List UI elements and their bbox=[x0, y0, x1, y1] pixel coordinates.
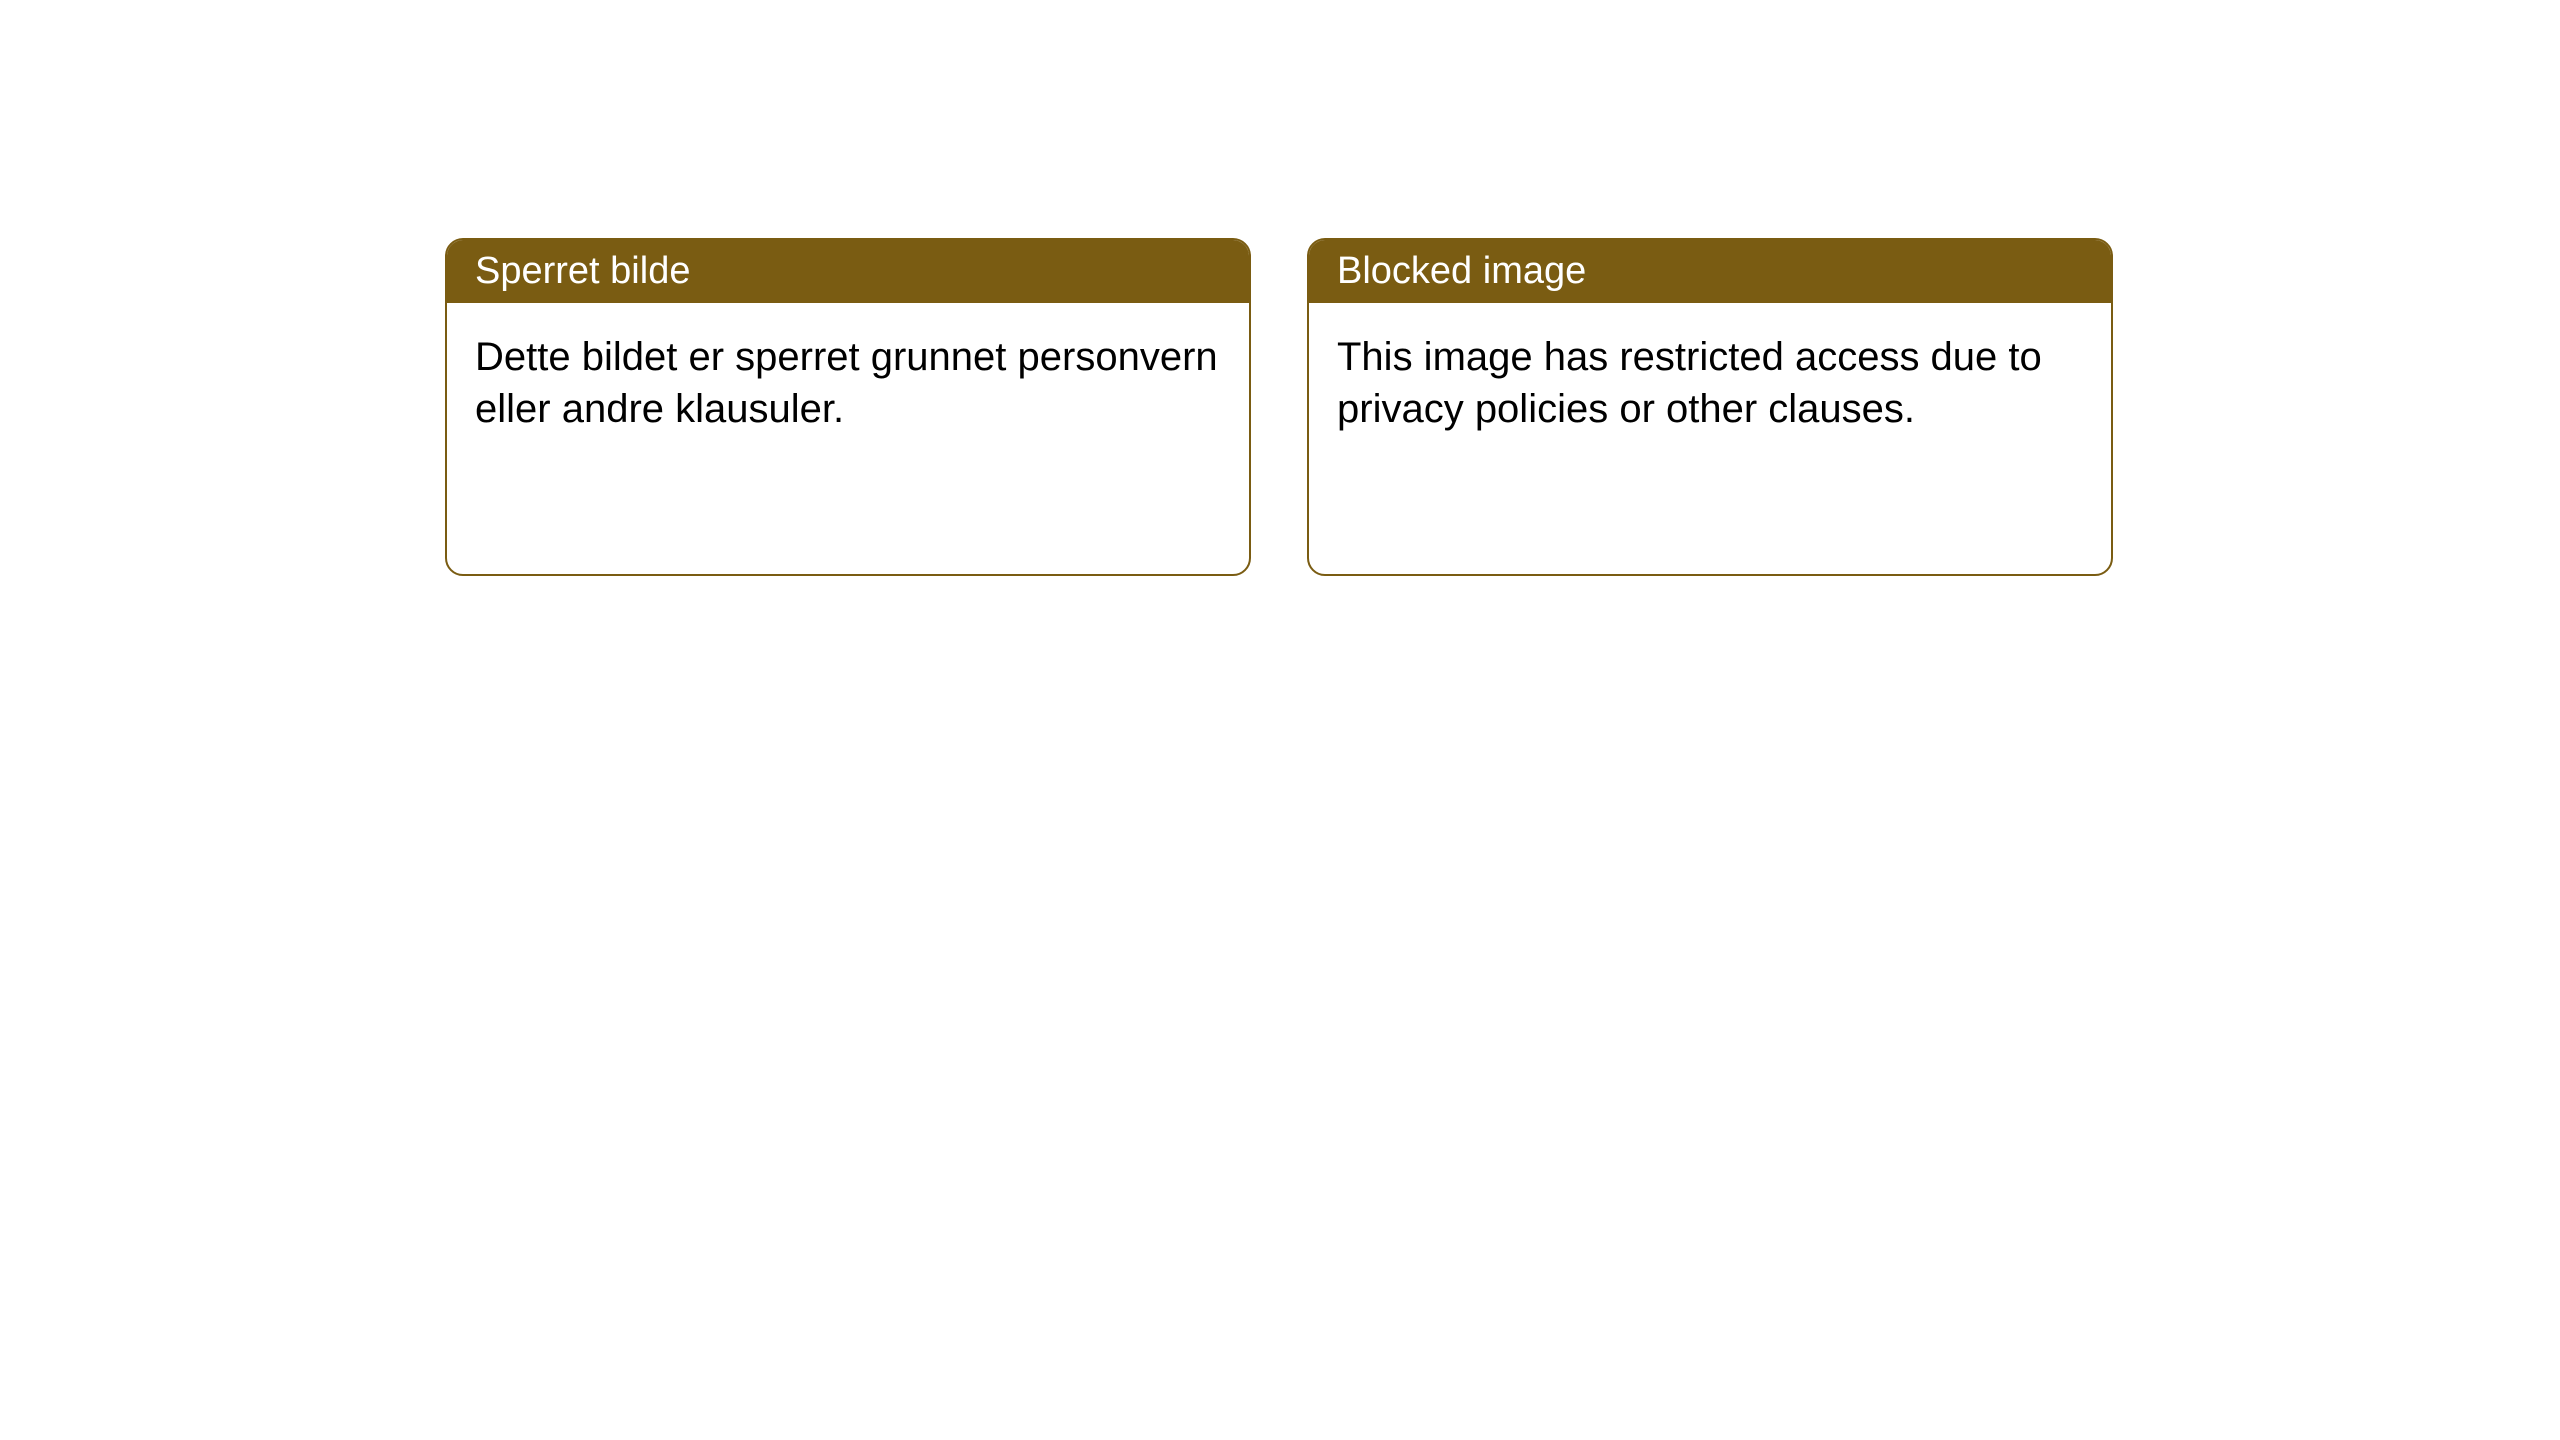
card-header: Blocked image bbox=[1309, 240, 2111, 303]
card-body: This image has restricted access due to … bbox=[1309, 303, 2111, 463]
card-body-text: This image has restricted access due to … bbox=[1337, 335, 2042, 431]
card-title: Sperret bilde bbox=[475, 250, 690, 292]
notice-card-english: Blocked image This image has restricted … bbox=[1307, 238, 2113, 576]
card-title: Blocked image bbox=[1337, 250, 1586, 292]
notice-container: Sperret bilde Dette bildet er sperret gr… bbox=[0, 0, 2560, 576]
card-body-text: Dette bildet er sperret grunnet personve… bbox=[475, 335, 1218, 431]
card-header: Sperret bilde bbox=[447, 240, 1249, 303]
notice-card-norwegian: Sperret bilde Dette bildet er sperret gr… bbox=[445, 238, 1251, 576]
card-body: Dette bildet er sperret grunnet personve… bbox=[447, 303, 1249, 463]
